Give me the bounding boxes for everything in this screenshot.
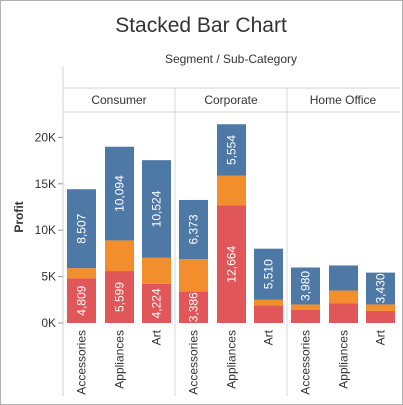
grid-layer bbox=[58, 67, 399, 396]
bar-segment bbox=[329, 265, 358, 291]
data-label: 5,510 bbox=[262, 259, 276, 289]
data-label: 10,094 bbox=[113, 175, 127, 212]
data-label: 4,224 bbox=[150, 288, 164, 318]
bar-segment bbox=[291, 310, 320, 323]
bar-segment bbox=[105, 240, 134, 272]
bar-segment bbox=[366, 310, 395, 323]
bar-segment bbox=[142, 257, 171, 284]
bar-segment bbox=[105, 146, 134, 241]
data-label: 5,554 bbox=[225, 135, 239, 165]
bar-segment bbox=[254, 248, 283, 300]
data-label: 5,599 bbox=[113, 282, 127, 312]
group-header: Home Office bbox=[310, 93, 377, 107]
category-label: Appliances bbox=[337, 330, 351, 389]
bar-segment bbox=[366, 272, 395, 305]
labels-layer: 0K 5K 10K 15K 20K Consumer Corporate Home Offic… bbox=[35, 93, 388, 395]
category-label: Art bbox=[374, 329, 388, 345]
bar-segment bbox=[142, 160, 171, 258]
data-label: 3,980 bbox=[299, 271, 313, 301]
data-label: 4,809 bbox=[75, 285, 89, 315]
data-label: 3,430 bbox=[374, 273, 388, 303]
bar-segment bbox=[67, 189, 96, 269]
group-header: Corporate bbox=[204, 93, 258, 107]
bar-segment bbox=[291, 267, 320, 305]
bar-segment bbox=[291, 304, 320, 311]
category-label: Accessories bbox=[187, 330, 201, 395]
bar-segment bbox=[179, 291, 208, 323]
data-label: 12,664 bbox=[225, 246, 239, 283]
bars-layer bbox=[67, 124, 395, 323]
category-label: Appliances bbox=[113, 330, 127, 389]
category-label: Accessories bbox=[299, 330, 313, 395]
y-tick-label: 5K bbox=[41, 270, 56, 284]
chart-title: Stacked Bar Chart bbox=[115, 14, 287, 37]
bar-segment bbox=[217, 175, 246, 206]
group-header: Consumer bbox=[91, 93, 146, 107]
column-header: Segment / Sub-Category bbox=[165, 52, 297, 66]
bar-segment bbox=[329, 290, 358, 304]
y-axis-label: Profit bbox=[12, 201, 26, 232]
bar-segment bbox=[142, 283, 171, 323]
y-tick-label: 0K bbox=[41, 316, 56, 330]
bar-segment bbox=[329, 303, 358, 323]
bar-segment bbox=[254, 299, 283, 306]
y-tick-label: 10K bbox=[35, 223, 56, 237]
bar-segment bbox=[67, 278, 96, 323]
category-label: Accessories bbox=[75, 330, 89, 395]
bar-segment bbox=[105, 271, 134, 323]
data-label: 10,524 bbox=[150, 190, 164, 227]
y-tick-label: 20K bbox=[35, 130, 56, 144]
bar-segment bbox=[217, 124, 246, 176]
bar-segment bbox=[179, 259, 208, 292]
bar-segment bbox=[67, 268, 96, 279]
data-label: 6,373 bbox=[187, 214, 201, 244]
category-label: Appliances bbox=[225, 330, 239, 389]
category-label: Art bbox=[150, 329, 164, 345]
bar-segment bbox=[179, 199, 208, 260]
bar-segment bbox=[217, 205, 246, 323]
data-label: 8,507 bbox=[75, 213, 89, 243]
y-tick-label: 15K bbox=[35, 177, 56, 191]
data-label: 3,386 bbox=[187, 292, 201, 322]
bar-segment bbox=[254, 305, 283, 323]
bar-segment bbox=[366, 304, 395, 311]
category-label: Art bbox=[262, 329, 276, 345]
